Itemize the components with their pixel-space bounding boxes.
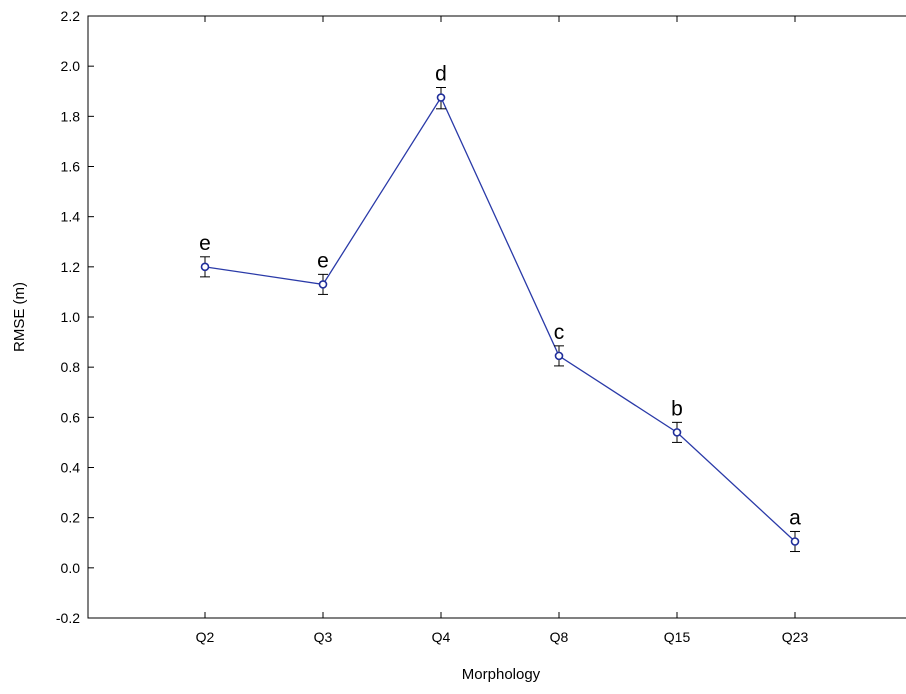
y-tick-label: 1.6	[61, 159, 81, 175]
y-tick-label: 0.4	[61, 460, 81, 476]
x-axis-label: Morphology	[462, 666, 541, 683]
y-tick-label: -0.2	[56, 610, 80, 626]
y-tick-label: 2.0	[61, 58, 81, 74]
y-tick-label: 1.0	[61, 309, 81, 325]
data-point	[554, 351, 564, 361]
significance-letter: d	[435, 62, 447, 85]
significance-letter: e	[199, 232, 211, 255]
y-tick-label: 1.8	[61, 108, 81, 124]
significance-letter: b	[671, 397, 683, 420]
x-tick-label: Q23	[782, 629, 809, 645]
significance-letter: c	[554, 321, 565, 344]
plot-frame	[87, 15, 906, 619]
y-tick-label: 2.2	[61, 8, 81, 24]
y-tick-label: 1.4	[61, 209, 81, 225]
data-point	[200, 262, 210, 272]
x-tick-label: Q2	[196, 629, 215, 645]
y-axis-label: RMSE (m)	[11, 282, 28, 352]
x-axis: Q2 Q3 Q4 Q8 Q15 Q23	[196, 16, 809, 645]
data-point	[436, 93, 446, 102]
x-tick-label: Q4	[432, 629, 451, 645]
y-axis: -0.2 0.0 0.2 0.4 0.6 0.8 1.0 1.2 1.4 1.6 1.8 2.0 2.2	[56, 8, 94, 626]
y-tick-label: 1.2	[61, 259, 81, 275]
data-point	[672, 428, 682, 437]
x-tick-label: Q15	[664, 629, 691, 645]
y-tick-label: 0.0	[61, 560, 81, 576]
x-tick-label: Q8	[550, 629, 569, 645]
significance-letter: e	[317, 249, 329, 272]
data-point	[790, 537, 800, 546]
series-line	[204, 96, 796, 542]
y-tick-label: 0.8	[61, 359, 81, 375]
x-tick-label: Q3	[314, 629, 333, 645]
y-tick-label: 0.2	[61, 510, 81, 526]
y-tick-label: 0.6	[61, 409, 81, 425]
significance-letter: a	[789, 506, 801, 529]
data-point	[318, 280, 328, 289]
series-group: e e d c b a	[199, 62, 801, 553]
